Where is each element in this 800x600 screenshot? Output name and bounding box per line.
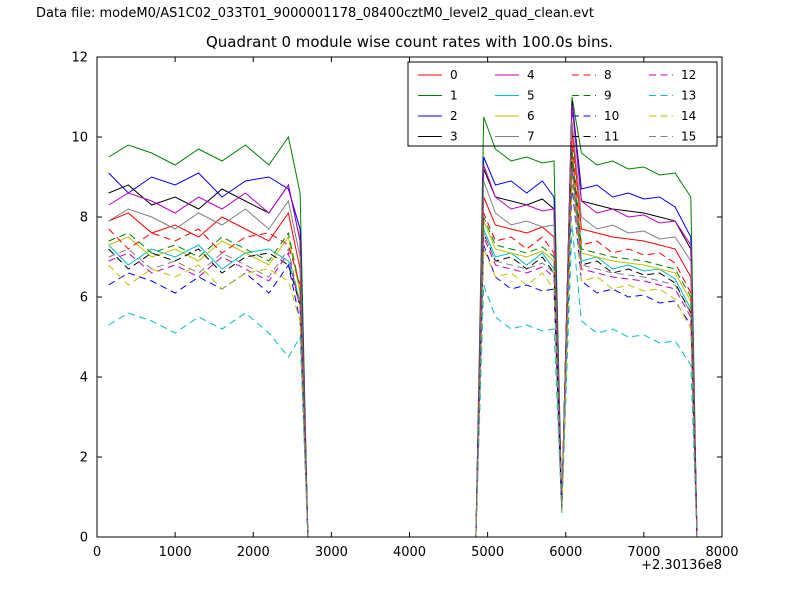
series-line-7 — [108, 120, 698, 538]
legend-label-8: 8 — [604, 68, 612, 82]
legend-label-13: 13 — [681, 89, 696, 103]
series-line-6 — [108, 152, 698, 538]
series-line-14 — [108, 176, 698, 538]
y-tick-label: 12 — [71, 51, 88, 66]
series-line-15 — [108, 164, 698, 538]
series-line-13 — [108, 224, 698, 538]
x-tick-label: 5000 — [471, 545, 504, 560]
legend-label-4: 4 — [527, 68, 535, 82]
legend-label-7: 7 — [527, 130, 535, 144]
x-tick-label: 7000 — [627, 545, 660, 560]
legend-label-2: 2 — [450, 109, 458, 123]
series-line-12 — [108, 168, 698, 538]
x-axis-offset-label: +2.30136e8 — [641, 558, 722, 573]
x-tick-label: 8000 — [705, 545, 738, 560]
legend-label-14: 14 — [681, 109, 696, 123]
legend-label-10: 10 — [604, 109, 619, 123]
legend-label-9: 9 — [604, 89, 612, 103]
series-line-11 — [108, 160, 698, 538]
legend-label-12: 12 — [681, 68, 696, 82]
series-line-3 — [108, 100, 698, 538]
y-tick-label: 0 — [80, 531, 88, 546]
series-line-8 — [108, 140, 698, 538]
y-tick-label: 10 — [71, 131, 88, 146]
x-tick-label: 3000 — [315, 545, 348, 560]
legend-label-5: 5 — [527, 89, 535, 103]
data-file-label: Data file: modeM0/AS1C02_033T01_90000011… — [36, 6, 594, 21]
y-tick-label: 6 — [80, 291, 88, 306]
x-tick-label: 6000 — [549, 545, 582, 560]
legend-label-0: 0 — [450, 68, 458, 82]
series-line-1 — [108, 96, 698, 538]
series-line-10 — [108, 184, 698, 538]
x-tick-label: 0 — [93, 545, 101, 560]
y-tick-label: 4 — [80, 371, 88, 386]
legend-label-6: 6 — [527, 109, 535, 123]
series-line-2 — [108, 100, 698, 538]
legend-label-11: 11 — [604, 130, 619, 144]
series-line-4 — [108, 104, 698, 538]
x-tick-label: 2000 — [237, 545, 270, 560]
legend-label-3: 3 — [450, 130, 458, 144]
legend-box — [407, 61, 718, 147]
y-tick-label: 8 — [80, 211, 88, 226]
y-tick-label: 2 — [80, 451, 88, 466]
x-tick-label: 4000 — [393, 545, 426, 560]
legend-label-15: 15 — [681, 130, 696, 144]
chart-title: Quadrant 0 module wise count rates with … — [205, 33, 614, 51]
series-line-5 — [108, 156, 698, 538]
series-line-0 — [108, 128, 698, 538]
legend-label-1: 1 — [450, 89, 458, 103]
series-line-9 — [108, 148, 698, 538]
x-tick-label: 1000 — [159, 545, 192, 560]
